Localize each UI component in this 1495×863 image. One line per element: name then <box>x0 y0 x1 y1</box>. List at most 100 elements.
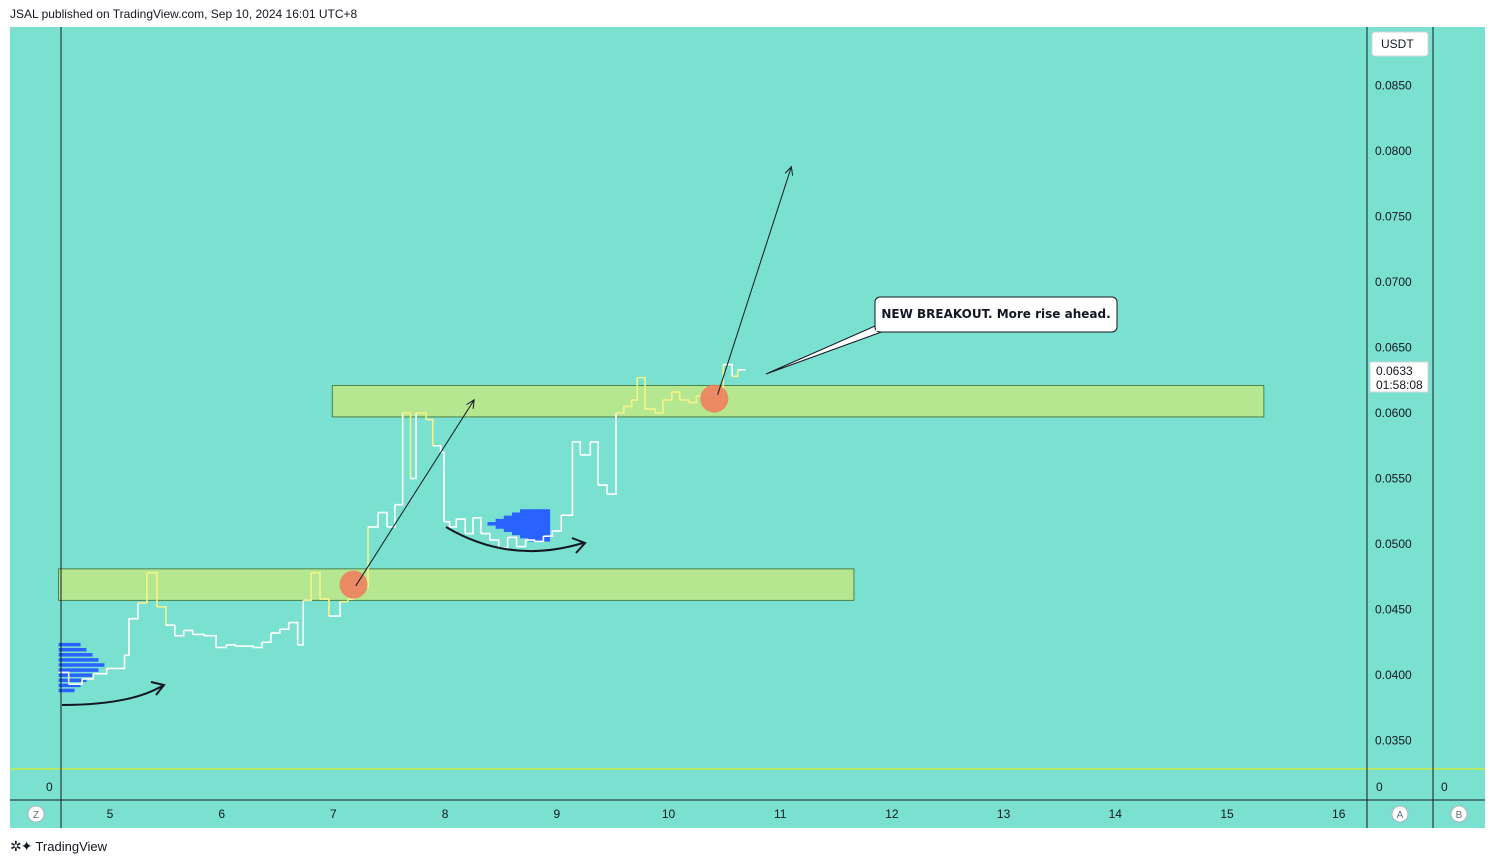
price-step-77 <box>732 369 739 378</box>
price-step-36 <box>394 413 404 506</box>
scale-button-z[interactable] <box>27 805 45 823</box>
price-step-58 <box>572 441 582 455</box>
callout-gap <box>876 323 890 331</box>
scale-button-z-label: Z <box>33 810 39 821</box>
scale-button-b[interactable] <box>1450 805 1468 823</box>
projection-arrow-head-1 <box>466 398 475 409</box>
price-step-21 <box>261 633 272 644</box>
volume-bar-1-2 <box>58 683 81 688</box>
y-tick-label-6: 0.0600 <box>1375 406 1412 420</box>
price-step-72 <box>688 395 698 404</box>
volume-bar-2-2 <box>520 534 551 539</box>
y-tick-label-9: 0.0450 <box>1375 603 1412 617</box>
y-tick-label-5: 0.0650 <box>1375 341 1412 355</box>
price-step-65 <box>631 377 639 401</box>
price-step-60 <box>590 441 599 486</box>
tradingview-brand[interactable]: ✲✦ TradingView <box>10 838 107 855</box>
price-step-67 <box>645 408 656 413</box>
x-tick-label-4: 8 <box>442 807 449 821</box>
scale-button-a[interactable] <box>1391 805 1409 823</box>
price-step-25 <box>297 600 305 646</box>
y-tick-label-3: 0.0750 <box>1375 210 1412 224</box>
price-step-64 <box>623 399 633 408</box>
x-tick-label-3: 7 <box>330 807 337 821</box>
price-step-61 <box>598 484 608 495</box>
support-zone-1 <box>331 385 1265 418</box>
volume-bar-2-4 <box>503 528 551 532</box>
price-step-35 <box>387 504 396 528</box>
breakout-marker-2 <box>700 384 729 413</box>
y-tick-label-11: 0.0350 <box>1375 734 1412 748</box>
volume-profile-layer <box>58 509 551 693</box>
y-tick-label-8: 0.0500 <box>1375 537 1412 551</box>
brand-name: TradingView <box>35 839 108 854</box>
price-step-48 <box>480 532 491 541</box>
price-series-layer <box>58 363 746 685</box>
y-tick-label-2: 0.0800 <box>1375 144 1412 158</box>
price-step-38 <box>410 413 417 480</box>
price-step-33 <box>368 512 379 528</box>
volume-bar-1-3 <box>58 678 87 683</box>
callout-text: NEW BREAKOUT. More rise ahead. <box>881 307 1110 321</box>
volume-bar-2-10 <box>520 509 551 513</box>
price-step-2 <box>68 678 83 685</box>
price-step-7 <box>128 602 139 620</box>
projection-arrow-head-2 <box>784 165 794 176</box>
left-pane-zero: 0 <box>46 780 53 794</box>
current-price-box <box>1369 361 1429 393</box>
price-step-6 <box>124 618 130 657</box>
x-tick-label-9: 13 <box>997 807 1011 821</box>
right-pane-zero-b: 0 <box>1441 780 1448 794</box>
x-tick-label-6: 10 <box>662 807 676 821</box>
publication-header: JSAL published on TradingView.com, Sep 1… <box>10 7 358 21</box>
price-step-56 <box>552 515 563 532</box>
x-tick-label-12: 16 <box>1332 807 1346 821</box>
price-step-41 <box>432 444 442 453</box>
right-pane-zero-a: 0 <box>1376 780 1383 794</box>
y-axis-ticks: 0.0850 0.0800 0.0750 0.0700 0.0650 0.0600 0.05… <box>1375 79 1412 748</box>
countdown-label: 01:58:08 <box>1376 378 1423 392</box>
x-tick-label-2: 6 <box>218 807 225 821</box>
volume-bar-1-9 <box>58 647 87 652</box>
curved-arrow-middle <box>445 526 584 553</box>
price-step-9 <box>146 572 158 607</box>
x-tick-label-11: 15 <box>1220 807 1234 821</box>
price-step-69 <box>662 392 673 401</box>
price-step-1 <box>58 671 70 685</box>
volume-bar-1-5 <box>58 668 99 672</box>
price-step-3 <box>82 673 95 680</box>
curved-arrow-left <box>61 685 163 706</box>
arrows-layer <box>355 165 794 587</box>
price-step-45 <box>456 518 467 534</box>
price-step-5 <box>106 655 126 670</box>
currency-label: USDT <box>1381 37 1414 51</box>
volume-bar-1-7 <box>58 658 99 662</box>
volume-bar-2-9 <box>511 512 551 516</box>
callout-box[interactable] <box>874 296 1118 333</box>
price-step-11 <box>165 624 176 636</box>
price-step-70 <box>671 391 681 400</box>
price-step-20 <box>252 642 263 649</box>
price-step-52 <box>516 540 527 548</box>
scale-button-b-label: B <box>1456 810 1463 821</box>
y-tick-label-1: 0.0850 <box>1375 79 1412 93</box>
x-tick-label-8: 12 <box>885 807 899 821</box>
volume-bar-1-4 <box>58 673 93 677</box>
price-step-34 <box>378 511 388 527</box>
scale-button-a-label: A <box>1397 810 1404 821</box>
price-step-42 <box>440 451 445 522</box>
price-step-37 <box>402 412 412 479</box>
x-tick-label-1: 5 <box>107 807 114 821</box>
price-step-13 <box>183 629 194 635</box>
volume-bar-2-6 <box>487 522 551 526</box>
volume-bar-2-8 <box>503 515 551 520</box>
projection-arrow-1 <box>355 399 475 587</box>
y-tick-label-10: 0.0400 <box>1375 668 1412 682</box>
volume-bar-2-7 <box>495 518 551 523</box>
price-step-68 <box>655 399 664 414</box>
price-step-30 <box>340 599 349 603</box>
currency-label-box[interactable] <box>1371 31 1429 57</box>
x-tick-label-7: 11 <box>774 807 787 821</box>
price-step-66 <box>637 376 646 410</box>
